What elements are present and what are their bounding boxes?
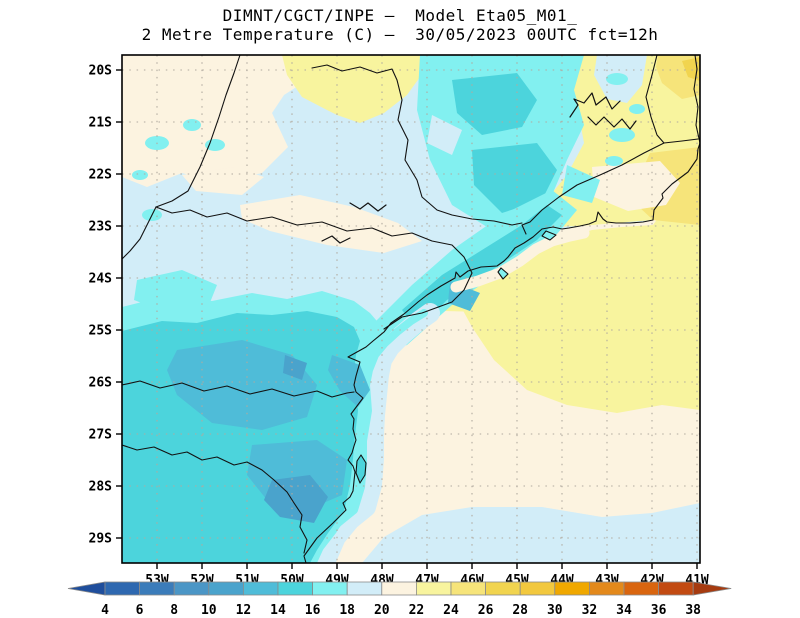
colorbar-value: 28 (512, 603, 528, 618)
colorbar-segment (589, 581, 625, 596)
coastline-north (693, 55, 700, 144)
temperature-field (122, 55, 700, 563)
colorbar-segment (208, 581, 244, 596)
colorbar-segments (67, 581, 732, 596)
colorbar-segment (312, 581, 348, 596)
ilhabela-island (497, 267, 509, 280)
pr-sc-border (122, 380, 355, 398)
mg-rj-border (521, 142, 665, 235)
lat-label: 21S (89, 116, 113, 131)
colorbar-value: 22 (409, 603, 425, 618)
colorbar-segment (450, 581, 486, 596)
lat-label: 27S (89, 428, 113, 443)
mg-es-border (645, 55, 699, 144)
colorbar: 4 6 8 10 12 14 16 18 20 22 24 26 28 30 32 34 36 38 (67, 581, 732, 618)
colorbar-segment (381, 581, 417, 596)
ilha-grande-island (541, 230, 557, 241)
colorbar-labels: 4 6 8 10 12 14 16 18 20 22 24 26 28 30 32 34 36 38 (101, 603, 701, 618)
lat-label: 29S (89, 532, 113, 547)
colorbar-segment (346, 581, 383, 596)
colorbar-value: 14 (270, 603, 286, 618)
colorbar-value: 6 (136, 603, 144, 618)
lat-label: 25S (89, 324, 113, 339)
colorbar-value: 30 (547, 603, 563, 618)
reservoir-furnas (569, 92, 637, 130)
lat-label: 24S (89, 272, 113, 287)
colorbar-segment (658, 581, 694, 596)
lat-label: 26S (89, 376, 113, 391)
map-lines (122, 55, 700, 563)
sp-pr-border (155, 206, 473, 330)
colorbar-value: 10 (201, 603, 217, 618)
map-title-line1: DIMNT/CGCT/INPE – Model Eta05_M01_ (222, 6, 578, 25)
colorbar-value: 8 (170, 603, 178, 618)
colorbar-segment (415, 581, 452, 596)
lat-label: 22S (89, 168, 113, 183)
lat-label: 20S (89, 64, 113, 79)
colorbar-value: 18 (339, 603, 355, 618)
lat-label: 28S (89, 480, 113, 495)
coastline (303, 142, 700, 563)
colorbar-value: 24 (443, 603, 459, 618)
colorbar-value: 4 (101, 603, 109, 618)
colorbar-segment (173, 581, 210, 596)
colorbar-segment (277, 581, 313, 596)
reservoir-sp-2 (321, 235, 351, 244)
colorbar-value: 38 (685, 603, 701, 618)
map-frame (121, 54, 701, 564)
map-title-line2: 2 Metre Temperature (C) – 30/05/2023 00U… (141, 25, 659, 44)
colorbar-segment (485, 581, 521, 596)
colorbar-arrow-low (67, 581, 106, 596)
colorbar-segment (139, 581, 175, 596)
lat-label: 23S (89, 220, 113, 235)
graticule-gridlines (122, 55, 700, 563)
latitude-axis: 20S 21S 22S 23S 24S 25S 26S 27S 28S 29S (89, 64, 122, 547)
reservoir-sp-1 (349, 202, 387, 212)
colorbar-value: 34 (616, 603, 632, 618)
colorbar-segment (519, 581, 556, 596)
parana-river-border (122, 55, 241, 260)
colorbar-value: 26 (478, 603, 494, 618)
florianopolis-island (355, 454, 367, 484)
colorbar-arrow-high (692, 581, 732, 596)
colorbar-segment (623, 581, 659, 596)
colorbar-value: 36 (651, 603, 667, 618)
colorbar-value: 16 (305, 603, 321, 618)
colorbar-segment (104, 581, 140, 596)
colorbar-value: 20 (374, 603, 390, 618)
colorbar-segment (242, 581, 279, 596)
sc-rs-border (122, 444, 308, 554)
colorbar-value: 32 (582, 603, 598, 618)
mg-sp-border (311, 64, 523, 226)
colorbar-value: 12 (236, 603, 252, 618)
colorbar-segment (554, 581, 590, 596)
